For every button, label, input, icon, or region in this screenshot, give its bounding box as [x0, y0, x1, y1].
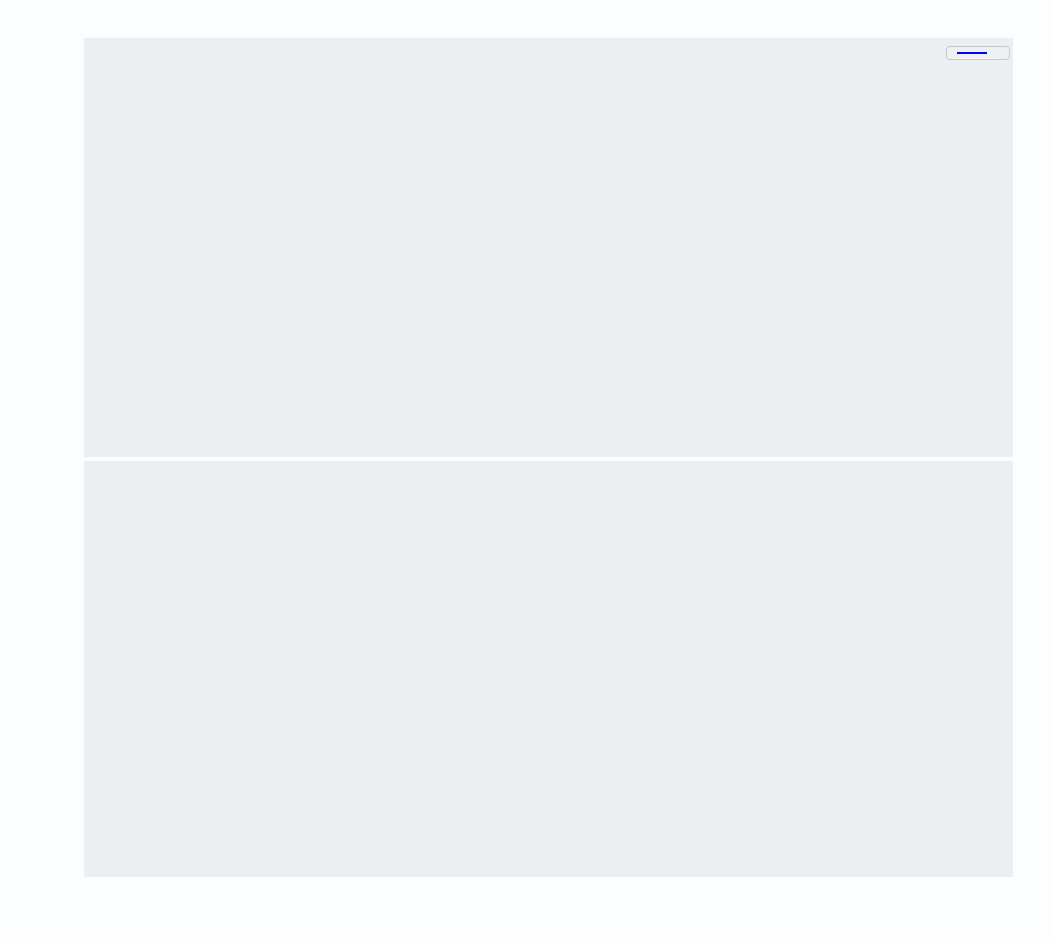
figure: [0, 0, 1054, 942]
axes-top: [84, 38, 1013, 457]
legend: [946, 46, 1010, 60]
legend-line-sample: [957, 52, 987, 54]
axes-bottom: [84, 461, 1013, 877]
